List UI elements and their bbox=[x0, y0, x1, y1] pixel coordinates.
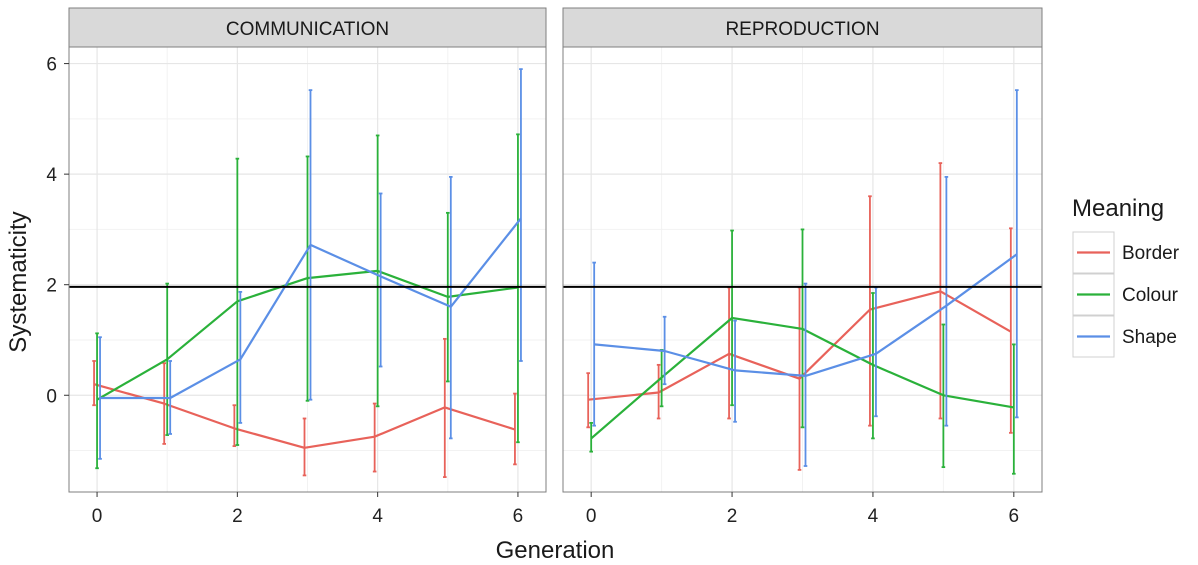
panel-strip-title: COMMUNICATION bbox=[226, 19, 389, 40]
legend-item-colour: Colour bbox=[1072, 273, 1179, 316]
x-tick-label: 2 bbox=[232, 506, 243, 527]
y-tick-label: 4 bbox=[46, 165, 57, 186]
series-line bbox=[588, 290, 1012, 401]
x-tick-label: 4 bbox=[372, 506, 383, 527]
series-shape bbox=[98, 68, 523, 460]
legend-item-shape: Shape bbox=[1072, 315, 1177, 358]
series-border bbox=[586, 162, 1013, 471]
series-line bbox=[590, 316, 1014, 440]
y-tick-label: 6 bbox=[46, 55, 57, 76]
y-tick-label: 2 bbox=[46, 276, 57, 297]
panel-border bbox=[68, 46, 547, 493]
y-tick-label: 0 bbox=[46, 386, 57, 407]
x-tick-label: 0 bbox=[92, 506, 103, 527]
x-tick-label: 4 bbox=[868, 506, 879, 527]
x-tick-label: 0 bbox=[586, 506, 597, 527]
series-colour bbox=[589, 228, 1016, 475]
series-colour bbox=[95, 133, 520, 470]
panel-communication: COMMUNICATION 0 2 4 6 0 2 4 6 bbox=[46, 7, 547, 527]
y-axis-title: Systematicity bbox=[5, 211, 32, 352]
x-tick-label: 6 bbox=[513, 506, 524, 527]
chart-panels: COMMUNICATION 0 2 4 6 0 2 4 6 REPRODUCTION 0 2 4 6 bbox=[46, 7, 1043, 527]
panel-strip bbox=[68, 7, 547, 48]
series-border bbox=[92, 337, 517, 478]
panel-strip-title: REPRODUCTION bbox=[725, 19, 879, 40]
panel-border bbox=[562, 46, 1043, 493]
series-line bbox=[100, 217, 522, 400]
series-line bbox=[96, 269, 519, 401]
series-line bbox=[594, 253, 1018, 377]
series-line bbox=[93, 383, 516, 449]
panel-reproduction: REPRODUCTION 0 2 4 6 bbox=[562, 7, 1043, 527]
legend-item-border: Border bbox=[1072, 231, 1180, 274]
legend-title: Meaning bbox=[1072, 195, 1164, 222]
legend-label: Border bbox=[1122, 243, 1180, 264]
x-tick-label: 2 bbox=[727, 506, 738, 527]
series-shape bbox=[592, 89, 1019, 467]
x-axis-title: Generation bbox=[496, 537, 615, 564]
legend-label: Colour bbox=[1122, 285, 1179, 306]
legend: Meaning Border Colour Shape bbox=[1072, 195, 1180, 358]
x-tick-label: 6 bbox=[1009, 506, 1020, 527]
legend-label: Shape bbox=[1122, 327, 1177, 348]
